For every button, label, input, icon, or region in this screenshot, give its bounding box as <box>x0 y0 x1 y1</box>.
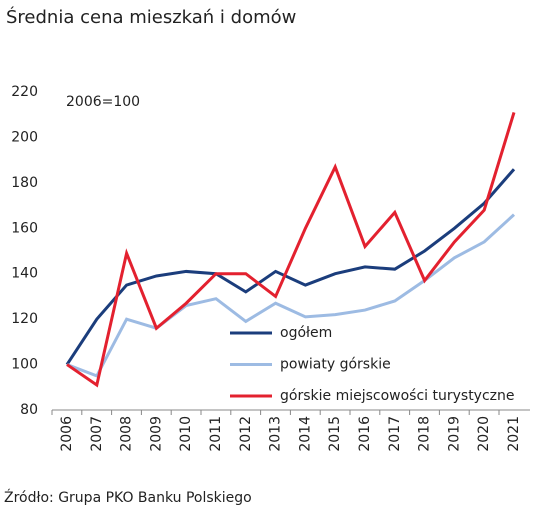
x-tick-label: 2012 <box>238 416 254 452</box>
series-line <box>65 168 516 366</box>
legend-label: ogółem <box>280 325 332 341</box>
y-tick-label: 80 <box>20 402 38 418</box>
y-tick-label: 220 <box>11 84 38 100</box>
x-tick-label: 2018 <box>417 416 433 452</box>
annotation: 2006=100 <box>66 94 140 110</box>
x-tick-label: 2009 <box>148 416 164 452</box>
x-tick-label: 2016 <box>357 416 373 452</box>
y-tick-label: 180 <box>11 175 38 191</box>
x-tick-label: 2017 <box>387 416 403 452</box>
x-tick-label: 2013 <box>268 416 284 452</box>
x-tick-label: 2007 <box>89 416 105 452</box>
x-tick-label: 2021 <box>506 416 522 452</box>
x-tick-label: 2020 <box>476 416 492 452</box>
x-tick-label: 2015 <box>327 416 343 452</box>
legend-label: górskie miejscowości turystyczne <box>280 388 515 404</box>
x-tick-label: 2008 <box>119 416 135 452</box>
y-tick-label: 100 <box>11 357 38 373</box>
chart-title: Średnia cena mieszkań i domów <box>6 6 296 28</box>
x-tick-label: 2019 <box>446 416 462 452</box>
y-tick-label: 140 <box>11 266 38 282</box>
series-line <box>66 213 516 378</box>
y-tick-label: 200 <box>11 129 38 145</box>
x-tick-label: 2014 <box>297 416 313 452</box>
x-tick-label: 2006 <box>59 416 75 452</box>
y-tick-label: 120 <box>11 311 38 327</box>
x-tick-label: 2011 <box>208 416 224 452</box>
source: Źródło: Grupa PKO Banku Polskiego <box>4 488 252 506</box>
x-tick-label: 2010 <box>178 416 194 452</box>
series-line <box>66 112 516 388</box>
y-tick-label: 160 <box>11 220 38 236</box>
legend-label: powiaty górskie <box>280 357 391 373</box>
